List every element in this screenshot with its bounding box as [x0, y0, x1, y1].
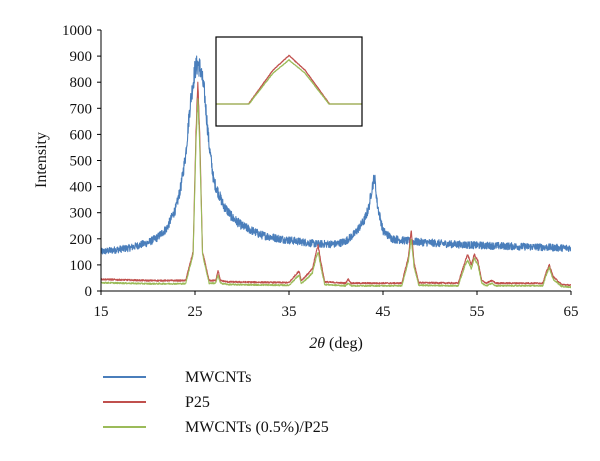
inset-frame [215, 36, 363, 127]
legend-label-0: MWCNTs [185, 369, 251, 386]
series-layer [101, 55, 571, 289]
y-tick-label: 400 [70, 180, 93, 196]
x-axis-title: 2θ (deg) [309, 335, 363, 352]
y-axis-title: Intensity [33, 132, 50, 188]
inset-series-layer [216, 54, 362, 105]
y-tick-label: 0 [85, 284, 93, 300]
series-line-2 [101, 98, 571, 289]
y-tick-label: 300 [70, 206, 93, 222]
x-tick-label: 25 [188, 304, 203, 320]
x-tick-label: 35 [282, 304, 297, 320]
series-line-1 [101, 81, 571, 287]
y-tick-label: 200 [70, 232, 93, 248]
inset-background [216, 37, 362, 126]
y-tick-label: 700 [70, 101, 93, 117]
series-line-0 [101, 55, 571, 255]
y-tick-label: 100 [70, 258, 93, 274]
y-tick-label: 600 [70, 127, 93, 143]
x-tick-label: 15 [94, 304, 109, 320]
legend: MWCNTs P25 MWCNTs (0.5%)/P25 [103, 369, 329, 436]
legend-label-2: MWCNTs (0.5%)/P25 [185, 419, 329, 436]
axes-layer: 0 100 200 300 400 500 600 700 800 900 1000 15 25 35 45… [62, 23, 579, 320]
legend-label-1: P25 [185, 394, 210, 411]
x-axis-title-unit: (deg) [325, 335, 363, 352]
inset-line-composite [216, 58, 362, 105]
y-tick-label: 500 [70, 154, 93, 170]
x-tick-label: 45 [376, 304, 391, 320]
y-tick-label: 1000 [62, 23, 92, 39]
y-tick-label: 900 [70, 49, 93, 65]
x-tick-label: 65 [564, 304, 579, 320]
x-axis-title-symbol: 2θ [309, 335, 325, 352]
y-tick-label: 800 [70, 75, 93, 91]
x-tick-label: 55 [470, 304, 485, 320]
